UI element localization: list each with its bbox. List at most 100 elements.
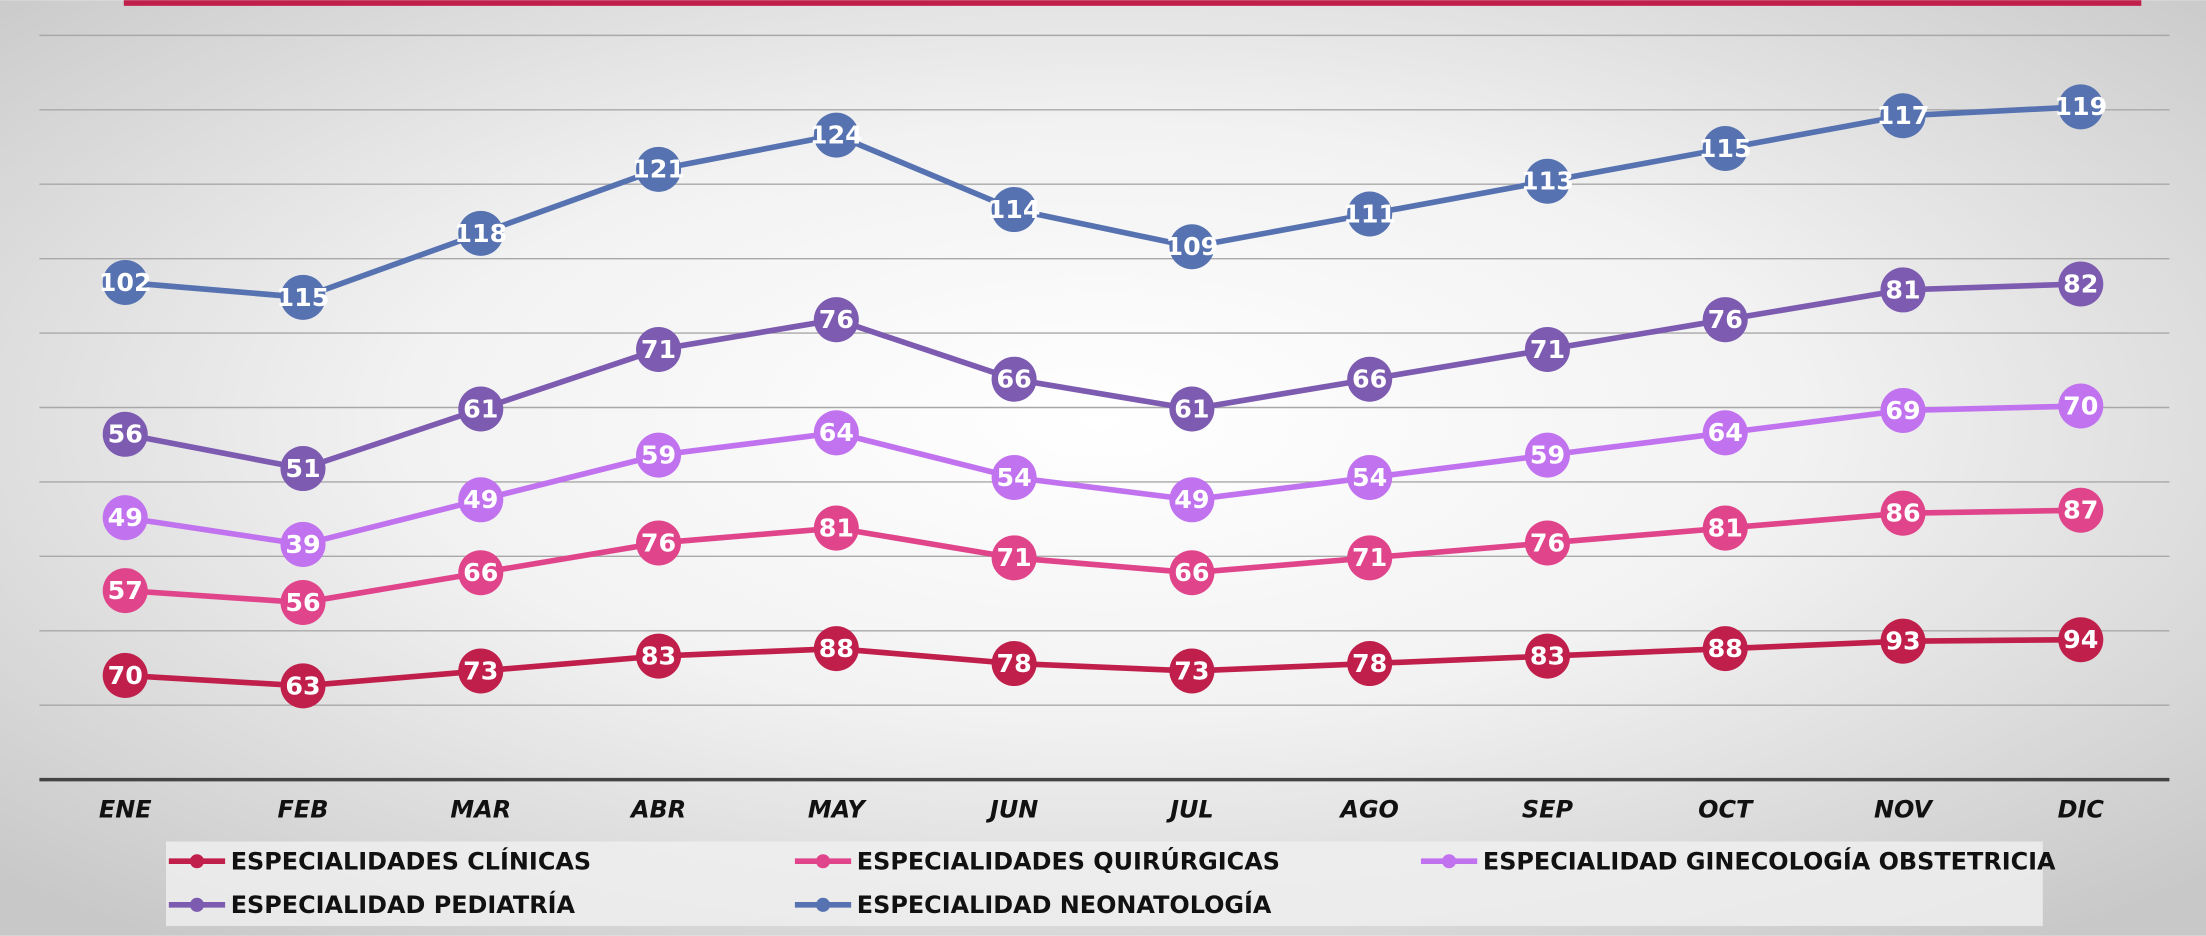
point xyxy=(1702,505,1748,551)
x-tick-label: AGO xyxy=(1338,796,1398,824)
x-tick-label: NOV xyxy=(1874,796,1934,824)
point xyxy=(1702,626,1748,672)
data-label: 94 xyxy=(2063,624,2098,654)
data-label: 81 xyxy=(1708,512,1743,542)
data-label: 49 xyxy=(463,484,498,514)
series-line xyxy=(124,104,2081,301)
data-label: 86 xyxy=(1885,498,1920,528)
data-label: 39 xyxy=(285,529,320,559)
data-label: 118 xyxy=(454,218,507,248)
point xyxy=(1347,454,1393,500)
data-label: 121 xyxy=(632,154,685,184)
point xyxy=(636,633,682,679)
point xyxy=(280,579,326,626)
point xyxy=(1169,386,1215,432)
point xyxy=(991,454,1037,500)
data-label: 88 xyxy=(819,633,854,663)
point xyxy=(102,495,148,541)
point xyxy=(1169,224,1215,270)
top-bar xyxy=(123,0,2142,6)
legend-label: ESPECIALIDAD PEDIATRÍA xyxy=(231,890,576,919)
legend-marker xyxy=(189,897,204,912)
data-label: 81 xyxy=(1885,274,1920,304)
data-label: 69 xyxy=(1885,395,1920,425)
point xyxy=(991,641,1037,687)
point xyxy=(2058,617,2104,663)
x-tick-label: JUN xyxy=(986,796,1038,824)
point xyxy=(102,411,148,457)
point xyxy=(458,648,504,694)
data-label: 109 xyxy=(1165,231,1218,261)
legend-box xyxy=(166,841,2043,926)
data-label: 117 xyxy=(1877,100,1930,130)
data-label: 78 xyxy=(996,648,1031,678)
point xyxy=(813,297,859,343)
point xyxy=(636,432,682,478)
data-label: 49 xyxy=(108,502,143,532)
data-label: 81 xyxy=(819,512,854,542)
series-line xyxy=(125,507,2081,606)
point xyxy=(1702,410,1748,456)
point xyxy=(458,386,504,432)
point xyxy=(813,505,859,551)
point xyxy=(991,356,1037,402)
point xyxy=(1169,648,1215,694)
legend-label: ESPECIALIDADES QUIRÚRGICAS xyxy=(857,846,1280,876)
point xyxy=(2058,261,2104,307)
data-label: 57 xyxy=(108,575,143,605)
legend-label: ESPECIALIDAD NEONATOLOGÍA xyxy=(857,890,1272,919)
point xyxy=(1524,633,1570,679)
x-tick-label: MAY xyxy=(808,796,868,824)
point xyxy=(458,210,504,256)
point xyxy=(102,259,148,305)
x-tick-label: ENE xyxy=(99,796,152,824)
legend-marker xyxy=(815,854,831,869)
data-label: 82 xyxy=(2063,268,2098,298)
data-label: 49 xyxy=(1174,484,1209,514)
data-label: 113 xyxy=(1521,166,1574,196)
data-label: 54 xyxy=(1352,462,1387,492)
data-label: 56 xyxy=(108,419,143,449)
point xyxy=(813,410,859,456)
series-line xyxy=(125,636,2081,689)
data-label: 119 xyxy=(2054,91,2107,121)
data-label: 64 xyxy=(1708,417,1743,447)
point xyxy=(813,112,859,158)
point xyxy=(280,446,326,492)
data-label: 73 xyxy=(1174,655,1209,685)
point xyxy=(636,520,682,566)
data-label: 111 xyxy=(1343,198,1396,228)
x-tick-label: ABR xyxy=(629,796,686,824)
point xyxy=(1880,93,1926,139)
data-label: 93 xyxy=(1885,626,1920,656)
x-tick-label: SEP xyxy=(1522,796,1574,824)
point xyxy=(1347,191,1393,237)
point xyxy=(1524,520,1570,566)
point xyxy=(1702,125,1748,172)
x-tick-label: OCT xyxy=(1698,796,1754,824)
data-label: 83 xyxy=(1530,640,1565,670)
point xyxy=(1524,158,1570,204)
point xyxy=(458,477,504,523)
point xyxy=(1524,326,1570,372)
data-label: 54 xyxy=(996,462,1031,492)
point xyxy=(1169,550,1215,596)
data-label: 115 xyxy=(1699,133,1752,163)
data-label: 71 xyxy=(1530,334,1565,364)
data-label: 87 xyxy=(2063,495,2098,525)
point xyxy=(102,568,148,614)
point xyxy=(2058,84,2104,130)
data-label: 88 xyxy=(1708,633,1743,663)
data-label: 61 xyxy=(1174,393,1209,423)
point xyxy=(102,652,148,698)
data-label: 124 xyxy=(810,120,863,150)
point xyxy=(991,535,1037,581)
point xyxy=(1347,356,1393,402)
x-tick-label: DIC xyxy=(2058,796,2105,824)
point xyxy=(1880,387,1926,433)
data-label: 76 xyxy=(819,304,854,334)
point xyxy=(2058,487,2104,533)
point xyxy=(458,550,504,596)
series-line xyxy=(124,281,2081,472)
